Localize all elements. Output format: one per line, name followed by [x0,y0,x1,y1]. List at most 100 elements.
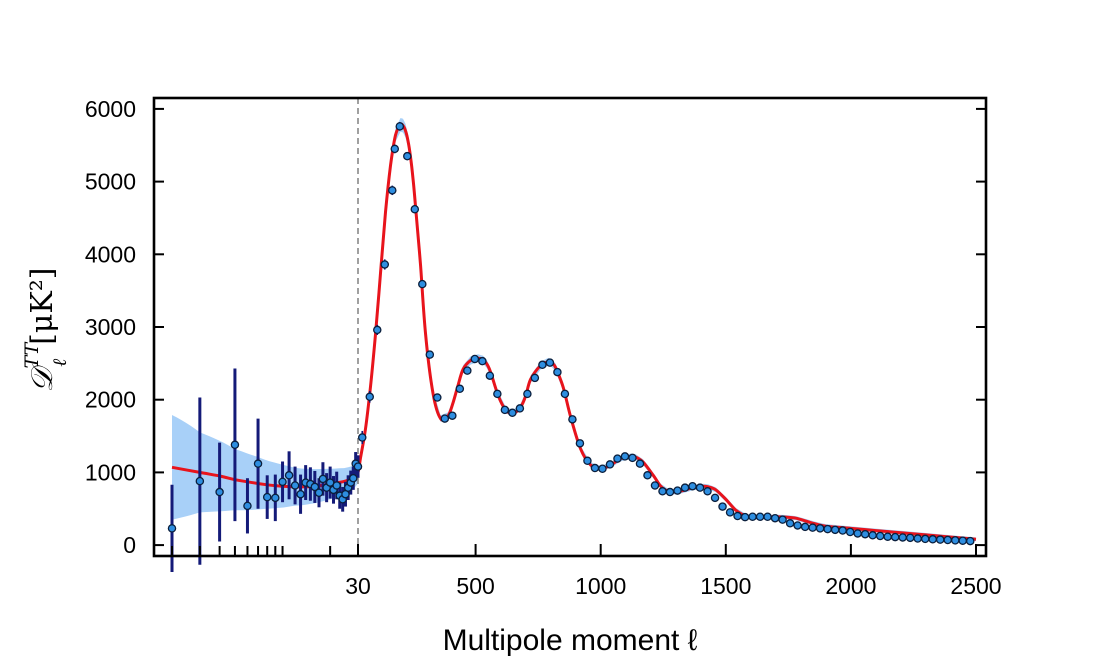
high-ell-point [853,529,862,538]
high-ell-point [515,404,525,413]
low-ell-point [167,524,177,533]
low-ell-point [253,459,263,468]
high-ell-point [448,411,457,420]
high-ell-point [868,531,877,540]
high-ell-point [748,512,757,521]
high-ell-point [830,525,840,535]
x-axis-title: Multipole moment ℓ [443,624,698,656]
high-ell-point [793,521,802,530]
x-tick-label: 500 [456,573,494,599]
high-ell-point [575,439,585,448]
high-ell-point [710,493,720,503]
high-ell-point [965,536,975,546]
low-ell-point [262,492,272,502]
high-ell-point [380,260,390,269]
high-ell-point [650,481,660,490]
low-ell-point [332,481,341,490]
x-axis-ticks: 30 500 1000 1500 2000 2500 [171,544,1002,599]
y-tick-label: 0 [123,532,136,558]
low-ell-point [349,473,358,483]
high-ell-point [778,515,787,524]
high-ell-point [680,483,690,492]
high-ell-point [770,513,780,523]
low-ell-point [314,488,324,498]
high-ell-point [905,533,915,543]
high-ell-point [950,536,960,545]
high-ell-point [620,452,630,461]
high-ell-point [598,464,607,474]
y-tick-label: 5000 [85,169,136,195]
high-ell-point [860,529,870,539]
high-ell-point [485,371,495,380]
y-tick-label: 6000 [85,96,136,122]
low-ell-point [284,471,294,480]
high-ell-point [665,487,675,497]
high-ell-point [673,486,682,495]
high-ell-point [605,460,615,469]
uncertainty-band [172,118,976,542]
x-tick-label: 30 [345,573,371,599]
low-ell-point [230,440,240,450]
high-ell-point [545,358,555,367]
high-ell-point [808,523,817,532]
data-points [167,122,975,546]
high-ell-point [935,535,945,544]
high-ell-point [898,533,907,542]
high-ell-point [883,532,892,541]
y-axis-title-superscript: TT [21,341,43,368]
high-ell-point [390,144,400,154]
high-ell-point [958,536,967,545]
high-ell-point [418,279,427,289]
high-ell-point [718,502,727,511]
high-ell-point [425,350,435,359]
high-ell-point [890,532,900,542]
low-ell-point [353,462,363,471]
high-ell-point [740,512,750,522]
high-ell-point [463,366,472,375]
high-ell-point [410,204,420,214]
high-ell-point [433,393,442,402]
y-axis-title: 𝒟TT ℓ[μK²] [21,268,71,393]
high-ell-point [553,367,562,377]
low-ell-point [296,489,305,499]
high-ell-point [755,512,765,521]
high-ell-point [568,415,577,424]
high-ell-point [395,122,405,131]
high-ell-point [455,384,465,394]
high-ell-point [763,512,772,521]
high-ell-point [928,535,937,544]
y-axis-ticks: 0 1000 2000 3000 4000 5000 6000 [85,96,986,558]
y-axis-title-subscript: ℓ [49,359,71,367]
x-tick-label: 2500 [950,573,1001,599]
low-ell-point [271,493,280,503]
high-ell-point [583,456,592,466]
y-tick-label: 3000 [85,314,136,340]
high-ell-point [373,325,382,335]
high-ell-point [838,526,847,535]
high-ell-point [493,389,502,399]
y-tick-label: 2000 [85,387,136,413]
high-ell-point [358,433,367,442]
x-tick-label: 1500 [700,573,751,599]
high-ell-point [403,151,412,161]
high-ell-point [658,487,667,496]
high-ell-point [388,186,397,195]
high-ell-point [688,481,697,491]
high-ell-point [590,463,600,473]
high-ell-point [530,373,540,383]
low-ell-point [318,474,328,484]
high-ell-point [560,389,570,399]
high-ell-point [508,408,517,418]
high-ell-point [815,524,825,533]
high-ell-point [920,534,930,544]
high-ell-point [635,459,645,468]
y-axis-title-unit: [μK²] [25,268,60,345]
low-ell-point [278,477,287,487]
low-ell-point [195,476,205,486]
high-ell-point [845,527,855,537]
high-ell-point [628,453,637,463]
low-ell-point [243,501,252,511]
high-ell-point [875,531,885,541]
